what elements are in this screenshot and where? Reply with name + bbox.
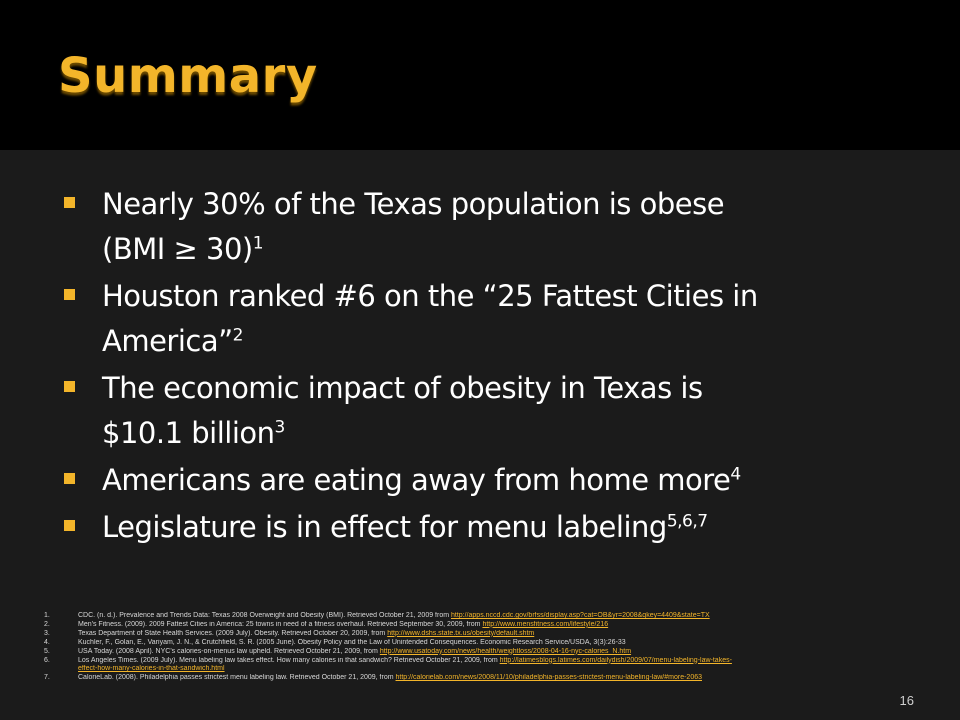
reference-link[interactable]: effect-how-many-calories-in-that-sandwic…: [78, 665, 225, 673]
bullet-text: Houston ranked #6 on the “25 Fattest Cit…: [102, 279, 758, 358]
reference-link[interactable]: http://latimesblogs.latimes.com/dailydis…: [499, 656, 732, 664]
reference-item: effect-how-many-calories-in-that-sandwic…: [44, 665, 904, 674]
bullet-item: Nearly 30% of the Texas population is ob…: [64, 182, 924, 272]
bullet-item: Americans are eating away from home more…: [64, 458, 924, 503]
reference-link[interactable]: http://calorielab.com/news/2008/11/10/ph…: [395, 674, 702, 682]
reference-item: 5. USA Today. (2008 April). NYC's calorie…: [44, 647, 632, 655]
citation-marker: 1: [252, 233, 264, 254]
title-band: [0, 0, 960, 150]
references: 1. CDC. (n. d.). Prevalence and Trends Da…: [44, 612, 904, 683]
reference-link[interactable]: http://apps.nccd.cdc.gov/brfss/display.a…: [451, 612, 710, 619]
reference-link[interactable]: http://www.dshs.state.tx.us/obesity/defa…: [387, 629, 535, 637]
bullet-item: Legislature is in effect for menu labeli…: [64, 505, 924, 550]
bullet-text: Americans are eating away from home more…: [102, 463, 741, 497]
bullet-text: Legislature is in effect for menu labeli…: [102, 510, 708, 544]
citation-marker: 5,6,7: [666, 511, 708, 532]
citation-marker: 3: [274, 417, 286, 438]
page-number: 16: [899, 693, 914, 708]
bullet-text: Nearly 30% of the Texas population is ob…: [102, 187, 725, 266]
reference-item: 3. Texas Department of State Health Servi…: [44, 629, 535, 637]
square-bullet-icon: [64, 197, 75, 208]
reference-item: 4. Kuchler, F., Golan, E., Variyam, J. N.…: [44, 638, 626, 646]
citation-marker: 4: [730, 464, 741, 485]
bullet-item: The economic impact of obesity in Texas …: [64, 366, 924, 456]
reference-item: 2. Men's Fitness. (2009). 2009 Fattest Ci…: [44, 620, 609, 628]
square-bullet-icon: [64, 289, 75, 300]
reference-item: 7. CalorieLab. (2008). Philadelphia passe…: [44, 674, 702, 682]
bullet-list: Nearly 30% of the Texas population is ob…: [64, 182, 924, 552]
bullet-item: Houston ranked #6 on the “25 Fattest Cit…: [64, 274, 924, 364]
content-area: [0, 150, 960, 720]
reference-item: 1. CDC. (n. d.). Prevalence and Trends Da…: [44, 612, 710, 619]
reference-link[interactable]: http://www.usatoday.com/news/health/weig…: [379, 647, 632, 655]
slide-title: Summary: [58, 48, 318, 104]
square-bullet-icon: [64, 520, 75, 531]
reference-link[interactable]: http://www.mensfitness.com/lifestyle/216: [482, 620, 609, 628]
square-bullet-icon: [64, 381, 75, 392]
square-bullet-icon: [64, 473, 75, 484]
citation-marker: 2: [232, 325, 244, 346]
bullet-text: The economic impact of obesity in Texas …: [102, 371, 703, 450]
reference-item: 6. Los Angeles Times. (2009 July). Menu l…: [44, 656, 732, 664]
